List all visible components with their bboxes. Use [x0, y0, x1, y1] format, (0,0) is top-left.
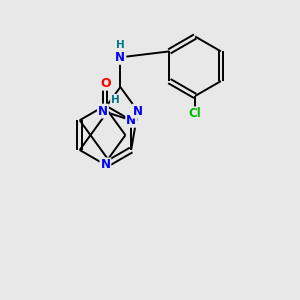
Text: H: H [116, 40, 125, 50]
Text: N: N [98, 105, 108, 118]
Text: N: N [100, 158, 110, 171]
Text: H: H [111, 95, 120, 105]
Text: N: N [126, 114, 136, 127]
Text: O: O [100, 76, 111, 90]
Text: N: N [116, 51, 125, 64]
Text: Cl: Cl [189, 107, 202, 120]
Text: N: N [133, 105, 143, 118]
